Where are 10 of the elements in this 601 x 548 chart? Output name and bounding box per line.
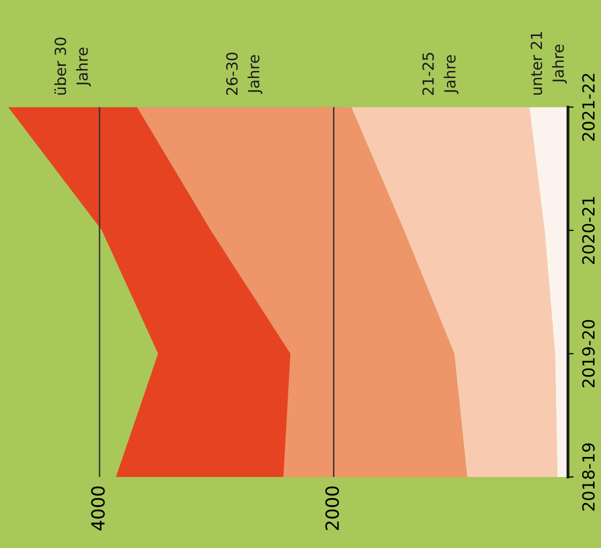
text: über 30 Jahre [54, 38, 91, 95]
y-tick-label: 2020-21 [582, 197, 595, 264]
text: 26-30 Jahre [226, 52, 262, 95]
text: unter 21 Jahre [530, 32, 567, 95]
y-tick-label: 2018-19 [582, 443, 595, 511]
x-tick-label: 2000 [325, 486, 339, 530]
x-tick-label: 4000 [91, 486, 105, 530]
y-tick-label: 2021-22 [582, 74, 595, 141]
text: 21-25 Jahre [422, 52, 458, 95]
y-tick-label: 2019-20 [582, 320, 595, 388]
